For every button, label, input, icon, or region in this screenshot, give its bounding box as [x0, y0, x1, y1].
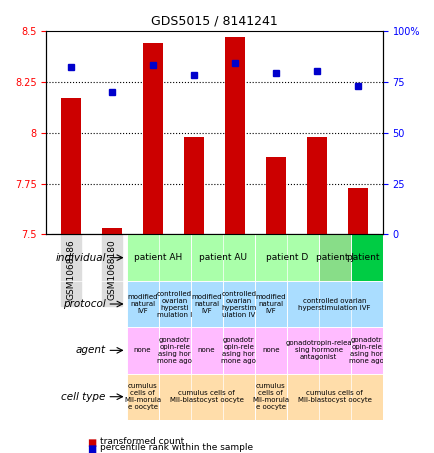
FancyBboxPatch shape [126, 374, 158, 420]
Text: none: none [134, 347, 151, 353]
Bar [265, 157, 286, 235]
Text: patient L: patient L [346, 253, 386, 262]
FancyBboxPatch shape [158, 374, 254, 420]
Text: none: none [261, 347, 279, 353]
Title: GDS5015 / 8141241: GDS5015 / 8141241 [151, 15, 277, 28]
FancyBboxPatch shape [222, 327, 254, 374]
Text: patient AU: patient AU [198, 253, 246, 262]
Text: ■: ■ [87, 438, 96, 448]
FancyBboxPatch shape [158, 281, 190, 327]
Text: gonadotropin-relea
sing hormone
antagonist: gonadotropin-relea sing hormone antagoni… [285, 340, 351, 360]
Text: protocol: protocol [63, 299, 105, 309]
Text: cumulus
cells of
MII-morula
e oocyte: cumulus cells of MII-morula e oocyte [252, 383, 289, 410]
Text: gonadotr
opin-rele
asing hor
mone ago: gonadotr opin-rele asing hor mone ago [221, 337, 256, 364]
Text: cumulus cells of
MII-blastocyst oocyte: cumulus cells of MII-blastocyst oocyte [169, 390, 243, 403]
Text: gonadotr
opin-rele
asing hor
mone ago: gonadotr opin-rele asing hor mone ago [157, 337, 191, 364]
FancyBboxPatch shape [350, 327, 382, 374]
FancyBboxPatch shape [190, 281, 222, 327]
FancyBboxPatch shape [254, 327, 286, 374]
Text: gonadotr
opin-rele
asing hor
mone ago: gonadotr opin-rele asing hor mone ago [349, 337, 383, 364]
Text: controlled ovarian
hyperstimulation IVF: controlled ovarian hyperstimulation IVF [298, 298, 370, 310]
FancyBboxPatch shape [286, 281, 382, 327]
Text: percentile rank within the sample: percentile rank within the sample [100, 443, 253, 452]
FancyBboxPatch shape [190, 235, 254, 281]
Text: modified
natural
IVF: modified natural IVF [255, 294, 285, 314]
FancyBboxPatch shape [222, 281, 254, 327]
Text: modified
natural
IVF: modified natural IVF [191, 294, 221, 314]
Text: transformed count: transformed count [100, 437, 184, 446]
Bar [347, 188, 368, 235]
Bar [102, 228, 122, 235]
Text: cumulus cells of
MII-blastocyst oocyte: cumulus cells of MII-blastocyst oocyte [297, 390, 371, 403]
FancyBboxPatch shape [286, 327, 350, 374]
FancyBboxPatch shape [190, 327, 222, 374]
Text: modified
natural
IVF: modified natural IVF [127, 294, 158, 314]
Text: patient D: patient D [265, 253, 307, 262]
FancyBboxPatch shape [126, 327, 158, 374]
Bar [142, 43, 163, 235]
FancyBboxPatch shape [126, 281, 158, 327]
FancyBboxPatch shape [126, 235, 190, 281]
FancyBboxPatch shape [254, 235, 318, 281]
Text: controlled
ovarian
hyperstim
ulation IV: controlled ovarian hyperstim ulation IV [220, 290, 256, 318]
FancyBboxPatch shape [158, 327, 190, 374]
FancyBboxPatch shape [254, 281, 286, 327]
Text: agent: agent [76, 345, 105, 355]
Bar [224, 37, 245, 235]
Bar [306, 137, 327, 235]
Text: cell type: cell type [61, 392, 105, 402]
FancyBboxPatch shape [350, 235, 382, 281]
Text: patient AH: patient AH [134, 253, 182, 262]
FancyBboxPatch shape [286, 374, 382, 420]
FancyBboxPatch shape [254, 374, 286, 420]
Text: patient J: patient J [315, 253, 353, 262]
FancyBboxPatch shape [318, 235, 350, 281]
Bar [184, 137, 204, 235]
Text: cumulus
cells of
MII-morula
e oocyte: cumulus cells of MII-morula e oocyte [124, 383, 161, 410]
Text: controlled
ovarian
hypersti
mulation I: controlled ovarian hypersti mulation I [157, 290, 192, 318]
Text: individual: individual [55, 253, 105, 263]
Text: none: none [197, 347, 215, 353]
Text: ■: ■ [87, 444, 96, 453]
Bar [61, 98, 81, 235]
